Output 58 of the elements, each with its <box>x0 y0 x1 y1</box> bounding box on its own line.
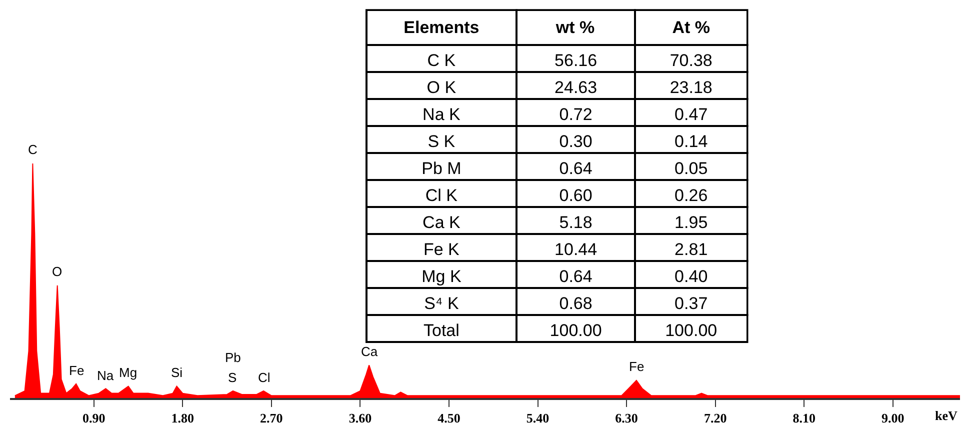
category-label: At % <box>672 18 710 38</box>
annotation: Fe <box>629 359 644 374</box>
annotation: Na <box>97 368 114 383</box>
text: 70.38 <box>670 50 712 70</box>
text: 0.72 <box>559 104 592 124</box>
text: 24.63 <box>554 78 598 97</box>
category-label: Fe K <box>423 240 460 259</box>
category-label: S K <box>428 132 456 151</box>
category-label: Ca K <box>422 212 460 232</box>
category-label: Elements <box>404 18 480 38</box>
text: 0.14 <box>674 132 708 151</box>
text: 1.95 <box>674 212 708 232</box>
annotation: Pb <box>225 350 241 365</box>
x-tick-label: 6.30 <box>615 410 638 426</box>
x-tick-label: 7.20 <box>704 410 727 426</box>
annotation: Si <box>171 365 183 380</box>
x-tick-label: 9.00 <box>882 410 904 426</box>
text: 0.47 <box>674 104 708 124</box>
annotation: Mg <box>119 365 138 380</box>
category-label: Total <box>423 320 460 340</box>
x-tick-label: 5.40 <box>526 410 550 426</box>
text: 5.18 <box>559 212 592 232</box>
text: 0.64 <box>559 266 592 286</box>
category-label: Mg K <box>422 266 462 286</box>
category-label: O K <box>426 78 456 97</box>
x-tick-label: 3.60 <box>348 410 372 426</box>
annotation: C <box>28 142 38 157</box>
x-tick-label: 4.50 <box>438 410 460 426</box>
category-label: Na K <box>422 104 460 124</box>
text: 0.37 <box>674 294 708 313</box>
annotation: Ca <box>361 344 378 359</box>
annotation: O <box>52 264 62 279</box>
category-label: wt % <box>554 18 595 38</box>
annotation: Fe <box>69 363 84 378</box>
text: 0.60 <box>559 186 592 205</box>
x-tick-label: 2.70 <box>260 410 283 426</box>
text: 0.05 <box>674 158 708 178</box>
x-axis-title: keV <box>935 408 958 423</box>
text: 56.16 <box>554 50 598 70</box>
text: 23.18 <box>670 78 712 97</box>
text: 0.40 <box>674 266 708 286</box>
x-tick-label: 8.10 <box>792 410 816 426</box>
category-label: C K <box>427 50 456 70</box>
annotation: S <box>228 370 237 385</box>
text: 2.81 <box>674 240 708 259</box>
category-label: Pb M <box>422 158 462 178</box>
category-label: S⁴ K <box>424 294 459 313</box>
text: 0.68 <box>559 294 592 313</box>
annotation: Cl <box>258 370 270 385</box>
text: 100.00 <box>550 320 602 340</box>
text: 0.64 <box>559 158 592 178</box>
text: 100.00 <box>665 320 718 340</box>
text: 0.26 <box>674 186 708 205</box>
x-tick-label: 1.80 <box>171 410 194 426</box>
category-label: Cl K <box>425 186 458 205</box>
x-tick-label: 0.90 <box>82 410 106 426</box>
text: 10.44 <box>554 240 598 259</box>
text: 0.30 <box>559 132 592 151</box>
